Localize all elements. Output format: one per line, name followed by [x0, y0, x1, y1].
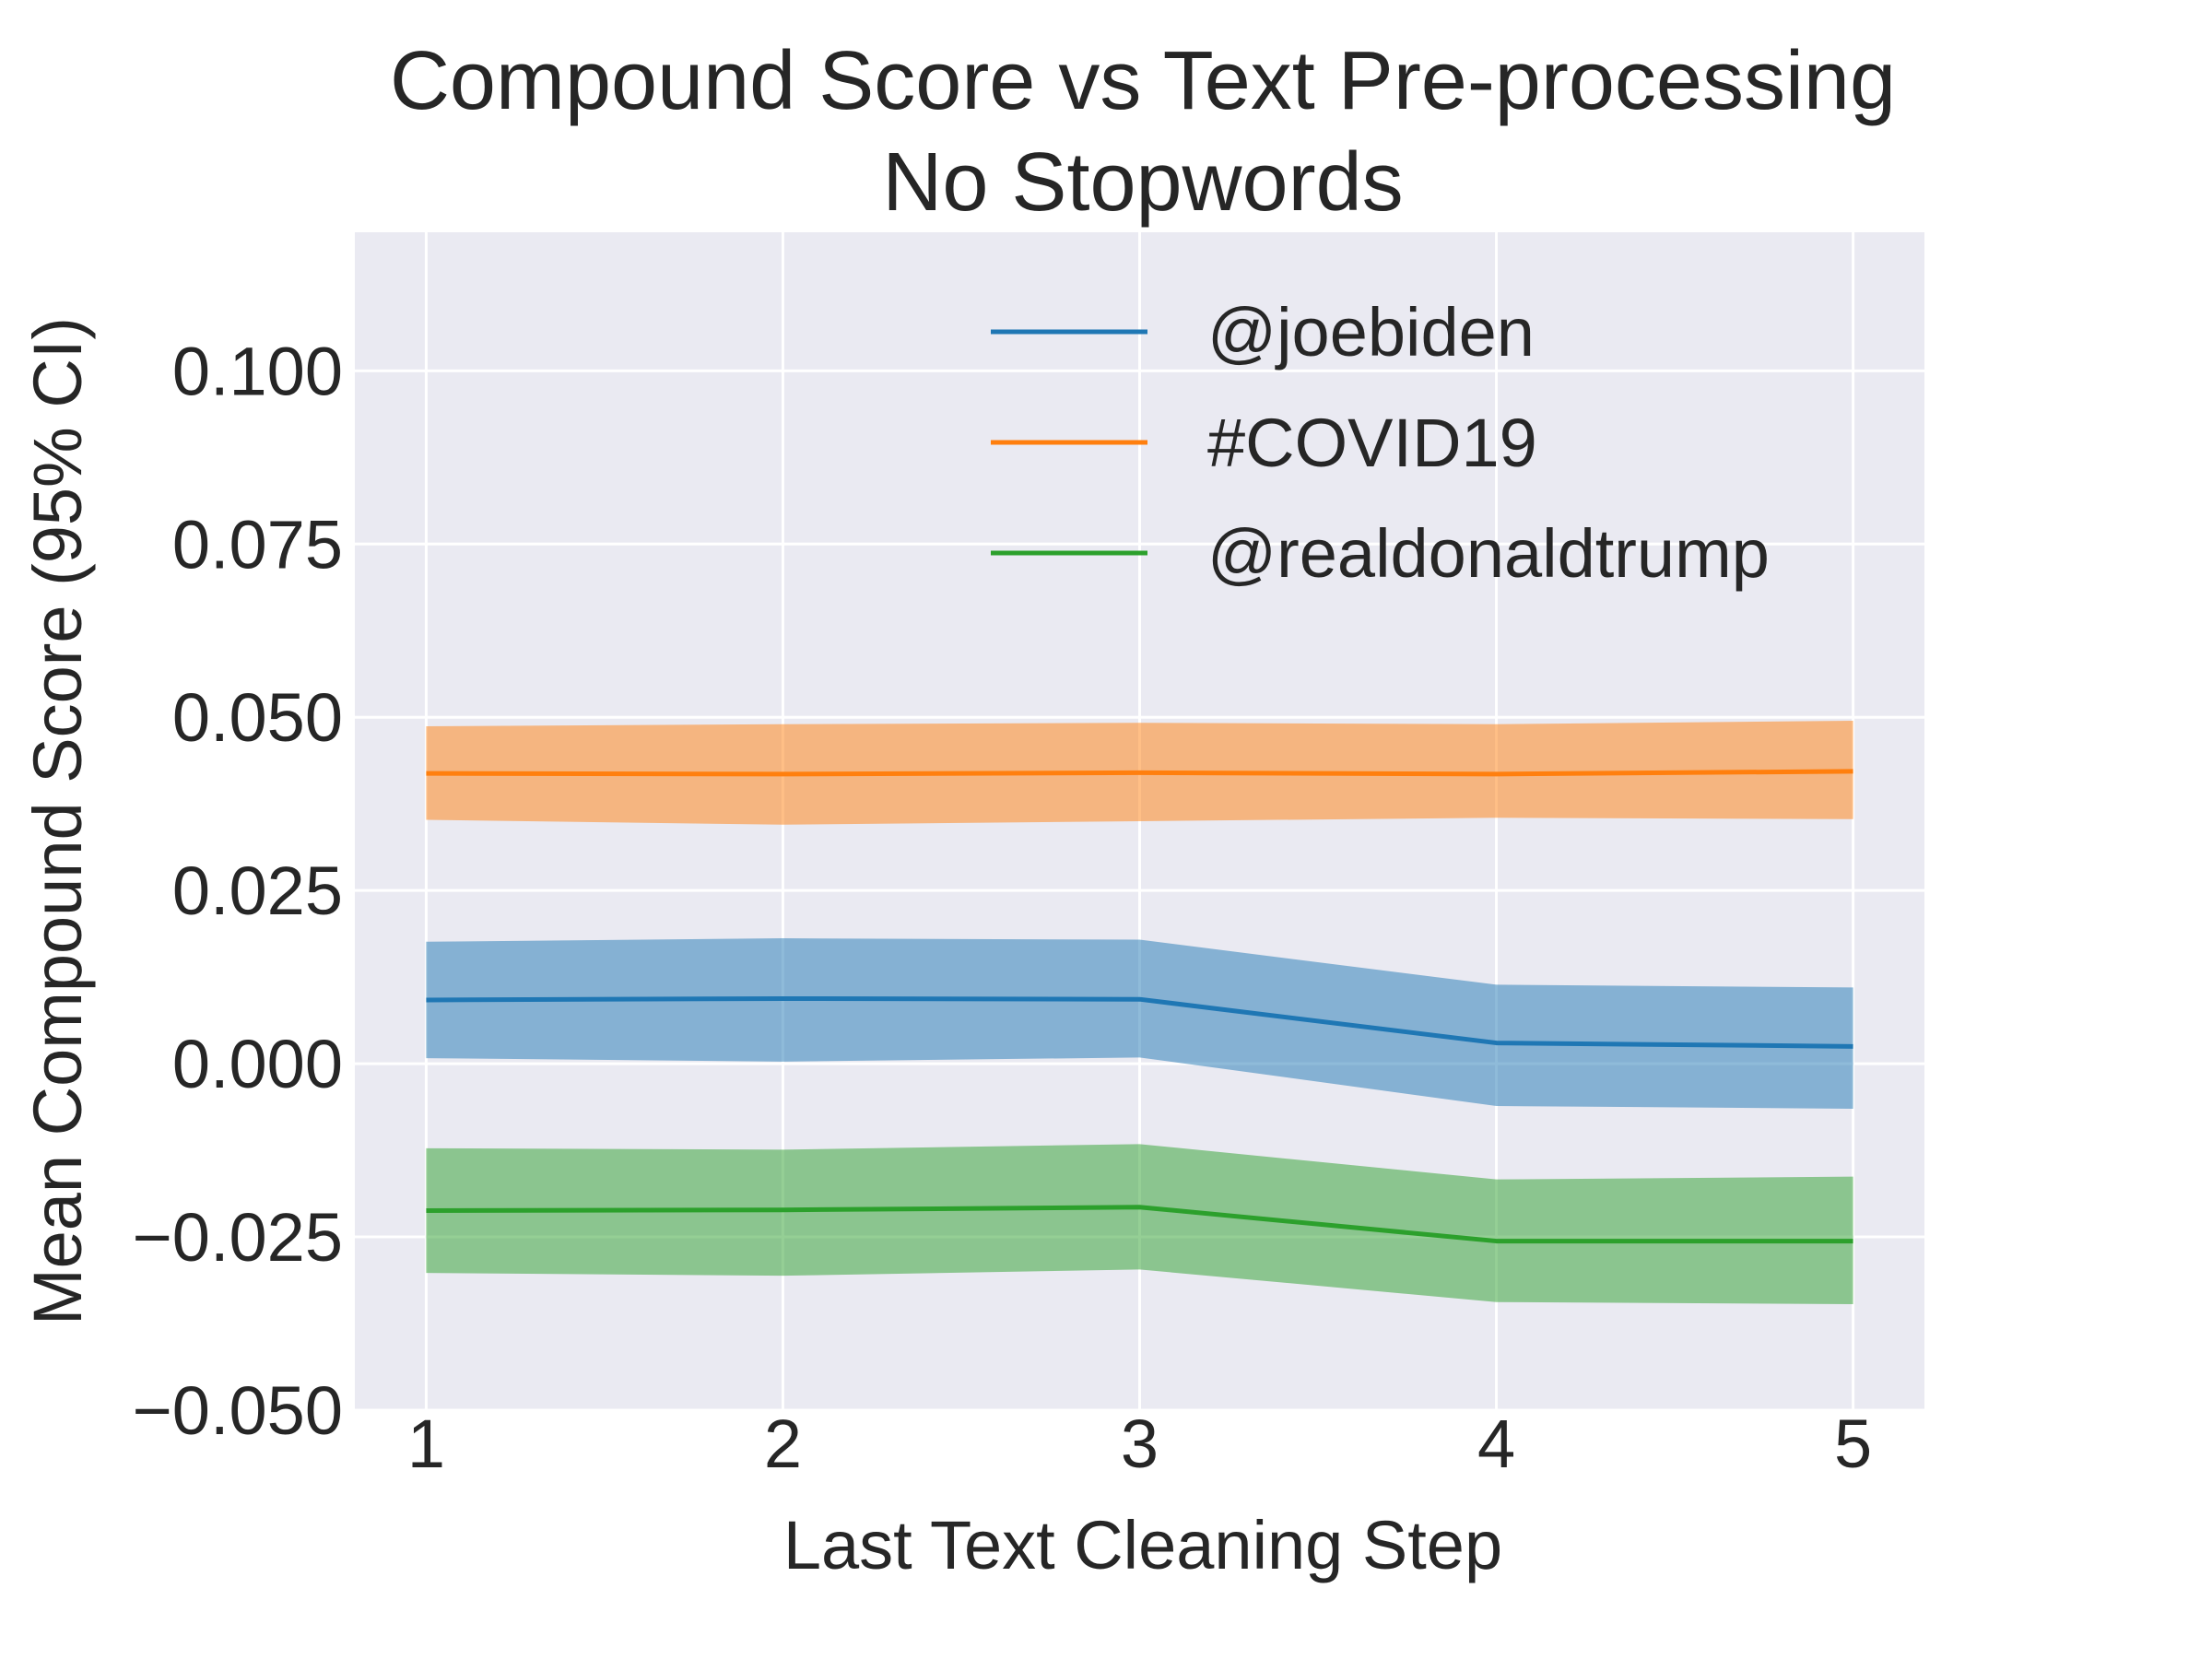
- confidence-band-series-0: [426, 938, 1853, 1109]
- legend-label: #COVID19: [1207, 405, 1537, 481]
- y-tick-label: 0.025: [172, 853, 343, 929]
- y-tick-label: −0.025: [133, 1199, 343, 1276]
- x-tick-label: 3: [1121, 1406, 1159, 1482]
- x-tick-label: 5: [1834, 1406, 1872, 1482]
- series-line-1: [426, 769, 1853, 777]
- legend-entry: @joebiden: [991, 294, 1535, 371]
- y-tick-label: 0.075: [172, 506, 343, 582]
- x-axis-label: Last Text Cleaning Step: [783, 1507, 1502, 1583]
- series-line-2: [426, 1205, 1853, 1244]
- series-line-0: [426, 995, 1853, 1049]
- y-tick-label: −0.050: [133, 1372, 343, 1449]
- x-tick-label: 4: [1477, 1406, 1515, 1482]
- y-axis-label: Mean Compound Score (95% CI): [19, 317, 96, 1325]
- chart-title-line-1: Compound Score vs Text Pre-processing: [390, 35, 1896, 127]
- y-tick-label: 0.050: [172, 679, 343, 756]
- x-tick-labels: 1 2 3 4 5: [407, 1406, 1872, 1482]
- legend: @joebiden #COVID19 @realdonaldtrump: [991, 294, 1770, 592]
- legend-entry: @realdonaldtrump: [991, 515, 1770, 592]
- y-tick-label: 0.100: [172, 333, 343, 409]
- confidence-bands: [426, 720, 1853, 1304]
- y-tick-labels: −0.050 −0.025 0.000 0.025 0.050 0.075 0.100: [133, 333, 343, 1449]
- series-lines: [426, 769, 1853, 1244]
- y-tick-label: 0.000: [172, 1026, 343, 1102]
- x-tick-label: 1: [407, 1406, 445, 1482]
- chart-title-line-2: No Stopwords: [882, 136, 1403, 229]
- legend-label: @realdonaldtrump: [1207, 515, 1770, 592]
- confidence-band-series-2: [426, 1144, 1853, 1304]
- legend-label: @joebiden: [1207, 294, 1535, 371]
- legend-entry: #COVID19: [991, 405, 1537, 481]
- x-tick-label: 2: [764, 1406, 802, 1482]
